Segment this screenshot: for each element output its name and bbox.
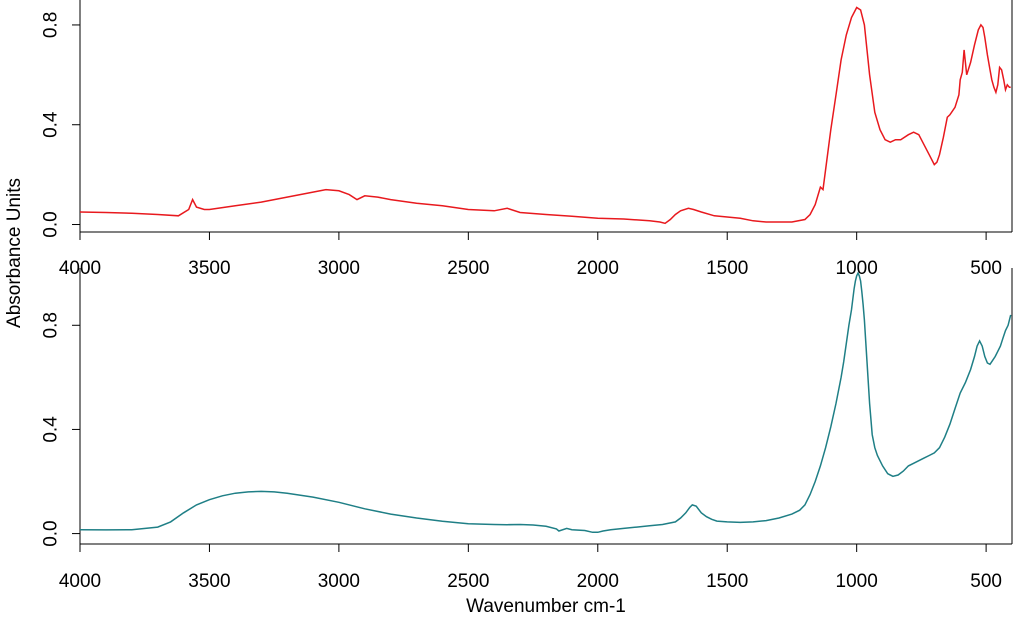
- bottom-panel: 4000 3500 3000 2500 2000 1500 1000 500 0.0 0.4 0.8: [41, 268, 1013, 592]
- bottom-y-tick-label: 0.0: [41, 520, 62, 546]
- bottom-x-tick-label: 3500: [188, 571, 230, 592]
- top-x-tick-label: 500: [970, 258, 1002, 279]
- bottom-x-tick-label: 4000: [59, 571, 101, 592]
- top-x-tick-label: 3500: [188, 258, 230, 279]
- x-axis-title: Wavenumber cm-1: [466, 596, 626, 617]
- top-x-tick-label: 1500: [706, 258, 748, 279]
- bottom-spectrum-line: [79, 271, 1012, 534]
- y-axis-title: Absorbance Units: [4, 178, 25, 328]
- bottom-y-tick-label: 0.4: [41, 416, 62, 443]
- top-y-tick-label: 0.0: [41, 211, 62, 237]
- bottom-y-tick-label: 0.8: [41, 312, 62, 338]
- top-y-tick-label: 0.8: [41, 12, 62, 38]
- bottom-x-tick-label: 3000: [318, 571, 360, 592]
- top-x-tick-label: 2000: [577, 258, 619, 279]
- top-x-tick-label: 2500: [447, 258, 489, 279]
- top-spectrum-line: [79, 6, 1011, 225]
- bottom-x-tick-label: 2500: [447, 571, 489, 592]
- top-x-tick-label: 1000: [836, 258, 878, 279]
- bottom-x-tick-label: 1000: [836, 571, 878, 592]
- bottom-ticks: 4000 3500 3000 2500 2000 1500 1000 500 0.0 0.4 0.8: [41, 312, 1002, 592]
- bottom-x-tick-label: 1500: [706, 571, 748, 592]
- top-x-tick-label: 3000: [318, 258, 360, 279]
- bottom-x-tick-label: 2000: [577, 571, 619, 592]
- top-y-tick-label: 0.4: [41, 111, 62, 138]
- bottom-x-tick-label: 500: [970, 571, 1002, 592]
